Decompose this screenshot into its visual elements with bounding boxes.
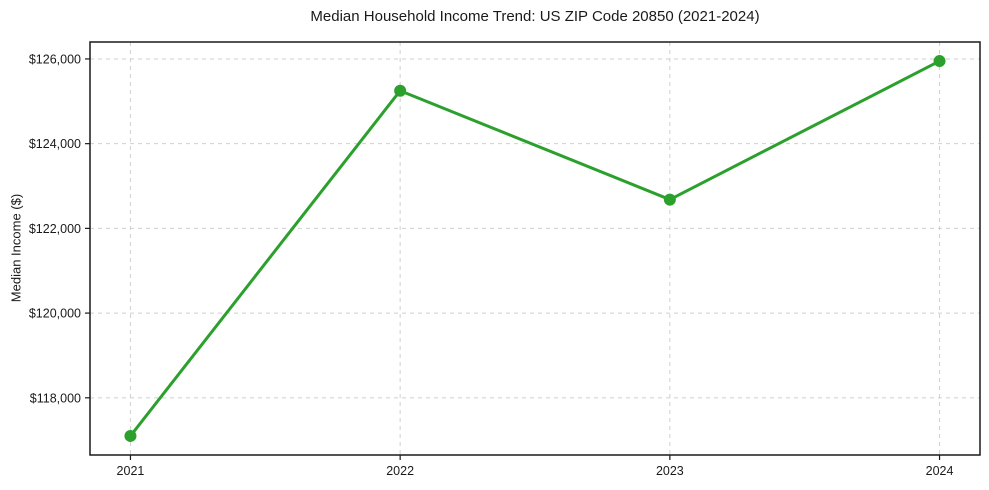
y-tick-label: $124,000 [29,137,81,151]
income-trend-line [128,59,942,438]
y-tick-label: $122,000 [29,222,81,236]
x-tick-label: 2022 [386,464,414,478]
x-tick-label: 2023 [656,464,684,478]
x-tick-label: 2021 [117,464,145,478]
y-tick-label: $126,000 [29,52,81,66]
data-point-marker [124,429,137,442]
y-tick-label: $120,000 [29,307,81,321]
chart-title: Median Household Income Trend: US ZIP Co… [310,8,760,25]
plot-border [89,41,981,456]
y-tick-label: $118,000 [30,391,81,405]
x-tick-label: 2024 [926,464,954,478]
data-point-marker [663,193,676,206]
data-point-marker [394,84,407,97]
data-point-marker [933,55,946,68]
